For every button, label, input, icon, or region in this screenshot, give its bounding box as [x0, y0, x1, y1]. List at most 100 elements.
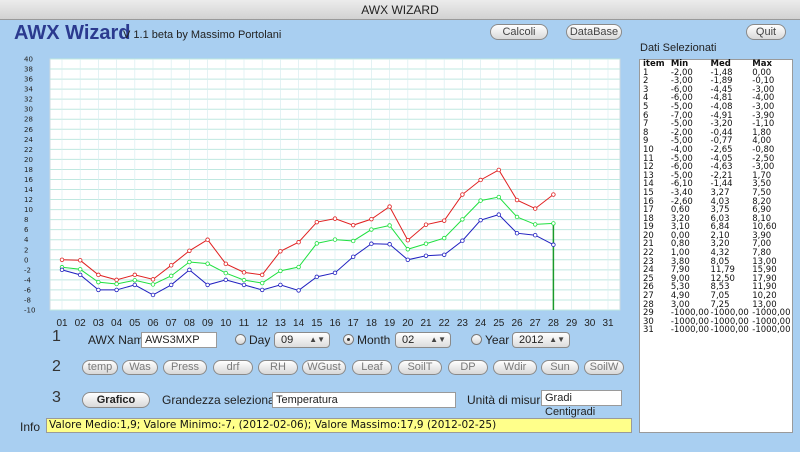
series-point [442, 235, 447, 241]
year-select[interactable]: 2012 ▲▼ [512, 332, 570, 348]
list-item[interactable]: 23 3,80 8,05 13,00 [640, 258, 792, 267]
cell-min: -6,00 [670, 93, 693, 104]
series-point [387, 204, 392, 209]
variable-button-rh[interactable]: RH [258, 360, 298, 375]
cell-item: 13 [643, 170, 654, 181]
list-item[interactable]: 30 -1000,00 -1000,00 -1000,00 [640, 318, 792, 327]
quit-button[interactable]: Quit [746, 24, 786, 40]
cell-med: 2,10 [710, 230, 730, 241]
y-tick-label: 32 [24, 96, 33, 104]
series-point [405, 247, 410, 252]
list-item[interactable]: 3 -6,00 -4,45 -3,00 [640, 86, 792, 95]
y-tick-label: -2 [24, 266, 31, 274]
list-item[interactable]: 4 -6,00 -4,81 -4,00 [640, 94, 792, 103]
list-item[interactable]: 26 5,30 8,53 11,90 [640, 283, 792, 292]
series-point [387, 242, 392, 247]
variable-button-was[interactable]: Was [122, 360, 158, 375]
variable-button-wgust[interactable]: WGust [302, 360, 346, 375]
unita-field[interactable]: Gradi Centigradi [541, 390, 622, 418]
cell-item: 11 [643, 153, 654, 164]
x-tick-label: 19 [384, 318, 396, 329]
awx-name-label: AWX Name [88, 333, 151, 347]
cell-item: 17 [643, 205, 654, 216]
variable-button-soilw[interactable]: SoilW [584, 360, 624, 375]
awx-name-input[interactable]: AWS3MXP [141, 332, 217, 348]
cell-min: 3,20 [670, 213, 690, 224]
month-select[interactable]: 02 ▲▼ [395, 332, 451, 348]
grandezza-field[interactable]: Temperatura [272, 392, 456, 408]
list-item[interactable]: 12 -6,00 -4,63 -3,00 [640, 163, 792, 172]
list-item[interactable]: 2 -3,00 -1,89 -0,10 [640, 77, 792, 86]
list-item[interactable]: 22 1,00 4,32 7,80 [640, 249, 792, 258]
list-item[interactable]: 7 -5,00 -3,20 -1,10 [640, 120, 792, 129]
list-item[interactable]: 5 -5,00 -4,08 -3,00 [640, 103, 792, 112]
variable-button-temp[interactable]: temp [82, 360, 118, 375]
day-select[interactable]: 09 ▲▼ [274, 332, 330, 348]
list-item[interactable]: 13 -5,00 -2,21 1,70 [640, 172, 792, 181]
series-point [514, 230, 520, 236]
cell-item: 9 [643, 136, 649, 147]
grafico-button[interactable]: Grafico [82, 392, 150, 408]
list-item[interactable]: 14 -6,10 -1,44 3,50 [640, 180, 792, 189]
list-item[interactable]: 18 3,20 6,03 8,10 [640, 215, 792, 224]
variable-button-wdir[interactable]: Wdir [493, 360, 537, 375]
list-item[interactable]: 28 3,00 7,25 13,00 [640, 301, 792, 310]
series-point [114, 277, 119, 283]
x-tick-label: 21 [420, 318, 432, 329]
y-tick-label: -4 [24, 276, 32, 284]
list-item[interactable]: 27 4,90 7,05 10,20 [640, 292, 792, 301]
list-item[interactable]: 16 -2,60 4,03 8,20 [640, 197, 792, 207]
variable-button-drf[interactable]: drf [213, 360, 253, 375]
list-item[interactable]: 19 3,10 6,84 10,60 [640, 223, 792, 232]
variable-button-sun[interactable]: Sun [541, 360, 579, 375]
list-item[interactable]: 21 0,80 3,20 7,00 [640, 240, 792, 249]
list-item[interactable]: 1 -2,00 -1,48 0,00 [640, 68, 792, 78]
list-item[interactable]: 24 7,90 11,79 15,90 [640, 266, 792, 275]
list-item[interactable]: 20 0,00 2,10 3,90 [640, 232, 792, 241]
dati-selezionati-list[interactable]: item Min Med Max 1 -2,00 -1,48 0,00 2 -3,00 -1… [639, 59, 793, 433]
y-tick-label: 22 [24, 146, 33, 154]
list-item[interactable]: 25 9,00 12,50 17,90 [640, 275, 792, 284]
y-tick-label: 14 [24, 186, 33, 194]
y-tick-label: 18 [24, 166, 33, 174]
series-point [260, 287, 265, 293]
variable-button-press[interactable]: Press [163, 360, 207, 375]
series-point [533, 206, 538, 211]
series-point [369, 216, 374, 222]
list-item[interactable]: 8 -2,00 -0,44 1,80 [640, 129, 792, 138]
series-point [150, 282, 156, 287]
y-tick-label: 28 [24, 116, 33, 124]
month-radio[interactable] [343, 334, 354, 345]
list-item[interactable]: 9 -5,00 -0,77 4,00 [640, 137, 792, 146]
cell-item: 22 [643, 248, 654, 259]
calcoli-button[interactable]: Calcoli [490, 24, 548, 40]
list-item[interactable]: 15 -3,40 3,27 7,50 [640, 189, 792, 198]
cell-med: -2,65 [710, 144, 733, 155]
list-item[interactable]: 29 -1000,00 -1000,00 -1000,00 [640, 309, 792, 318]
series-point [423, 222, 429, 227]
series-point [351, 254, 356, 259]
list-item[interactable]: 17 0,60 3,75 6,90 [640, 206, 792, 215]
variable-button-dp[interactable]: DP [448, 360, 488, 375]
list-item[interactable]: 6 -7,00 -4,91 -3,90 [640, 111, 792, 121]
list-item[interactable]: 11 -5,00 -4,05 -2,50 [640, 153, 792, 164]
series-line [61, 196, 554, 285]
cell-med: 8,53 [710, 282, 730, 293]
year-radio[interactable] [471, 334, 482, 345]
series-point [351, 222, 356, 228]
app-title: AWX Wizard [14, 22, 131, 44]
variable-button-soilt[interactable]: SoilT [398, 360, 442, 375]
cell-med: 3,75 [710, 205, 730, 216]
list-item[interactable]: 31 -1000,00 -1000,00 -1000,00 [640, 326, 792, 335]
cell-med: -4,08 [710, 101, 733, 112]
database-button[interactable]: DataBase [566, 24, 622, 40]
list-item[interactable]: 10 -4,00 -2,65 -0,80 [640, 146, 792, 155]
day-radio[interactable] [235, 334, 246, 345]
variable-button-leaf[interactable]: Leaf [352, 360, 392, 375]
series-point [96, 287, 101, 293]
y-tick-label: 8 [24, 216, 28, 224]
x-tick-label: 15 [311, 318, 323, 329]
series-point [496, 194, 501, 200]
series-point [59, 267, 65, 273]
x-tick-label: 22 [439, 318, 451, 329]
